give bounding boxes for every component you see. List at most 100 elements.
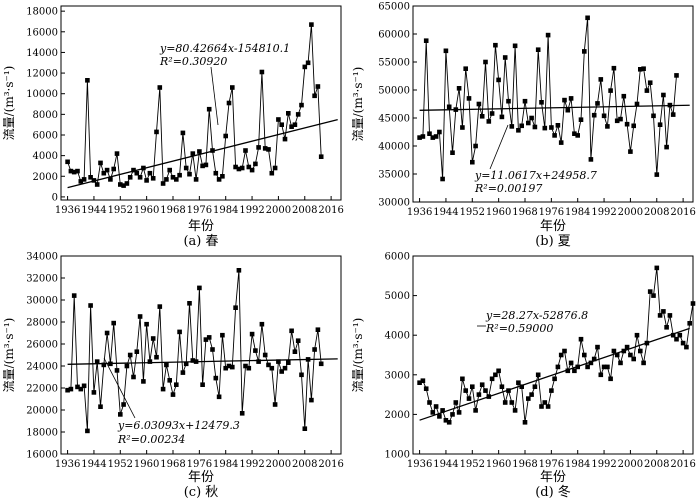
data-point <box>466 96 472 101</box>
data-point <box>489 376 495 382</box>
data-point <box>456 86 462 91</box>
x-axis-label: 年份 <box>540 219 566 234</box>
data-point <box>680 340 686 346</box>
y-tick-label: 8000 <box>33 110 58 121</box>
r-squared: R²=0.30920 <box>159 55 227 68</box>
data-point <box>289 124 294 129</box>
data-point <box>94 359 100 364</box>
data-point <box>299 102 304 108</box>
data-point <box>608 88 613 93</box>
data-point <box>282 136 288 142</box>
x-tick-label: 1952 <box>108 205 133 216</box>
data-point <box>226 100 232 106</box>
y-tick-label: 0 <box>52 192 58 203</box>
x-axis-label: 年份 <box>540 470 566 485</box>
data-point <box>223 365 228 371</box>
data-point <box>542 125 548 131</box>
data-point <box>197 149 202 154</box>
data-point <box>312 93 317 99</box>
data-point <box>631 123 636 129</box>
data-point <box>164 177 169 182</box>
y-tick-label: 30000 <box>378 198 410 209</box>
data-point <box>114 368 120 373</box>
data-point <box>591 112 597 118</box>
data-point <box>664 144 669 150</box>
data-point <box>118 182 123 187</box>
y-tick-label: 6000 <box>385 252 410 263</box>
data-point <box>601 113 607 119</box>
series-line <box>419 17 677 180</box>
y-tick-label: 35000 <box>378 170 410 181</box>
data-point <box>539 404 544 409</box>
trend-line <box>419 104 690 111</box>
data-point <box>276 359 281 364</box>
data-point <box>108 177 113 182</box>
data-point <box>94 182 100 187</box>
data-point <box>614 118 620 124</box>
data-point <box>549 125 554 130</box>
series-line <box>67 270 322 431</box>
data-point <box>68 386 74 392</box>
y-tick-label: 34000 <box>26 252 58 263</box>
data-point <box>443 48 449 54</box>
data-point <box>131 374 136 380</box>
data-point <box>433 404 439 409</box>
data-point <box>446 420 452 425</box>
data-point <box>177 329 182 335</box>
data-point <box>315 327 321 332</box>
data-point <box>213 170 219 176</box>
x-tick-label: 1944 <box>433 207 458 218</box>
data-point <box>216 177 222 182</box>
y-tick-label: 3000 <box>385 370 410 381</box>
data-point <box>605 124 610 129</box>
x-tick-label: 1952 <box>460 207 485 218</box>
data-point <box>647 80 653 85</box>
data-point <box>634 101 640 107</box>
data-point <box>476 392 482 397</box>
data-point <box>624 121 630 127</box>
data-point <box>253 348 258 353</box>
data-point <box>98 160 103 166</box>
data-point <box>233 164 238 170</box>
data-point <box>516 128 521 133</box>
data-point <box>595 101 600 106</box>
data-point <box>522 420 528 425</box>
data-point <box>450 150 455 155</box>
x-tick-label: 1992 <box>591 207 616 218</box>
data-point <box>614 352 620 358</box>
data-point <box>75 384 80 390</box>
trend-line <box>67 358 338 365</box>
trend-equation: y=6.03093x+12479.3 <box>117 419 240 432</box>
data-point <box>220 174 225 179</box>
data-point <box>456 410 462 415</box>
data-point <box>628 352 633 358</box>
annotation-leader-line <box>210 66 219 126</box>
trend-equation: y=80.42664x-154810.1 <box>159 42 290 55</box>
data-point <box>197 285 202 291</box>
data-point <box>206 106 212 112</box>
data-point <box>118 412 123 417</box>
data-point <box>111 320 116 326</box>
data-point <box>279 122 284 127</box>
x-tick-label: 1952 <box>460 459 485 470</box>
data-point <box>187 301 192 306</box>
data-point <box>588 157 594 162</box>
data-point <box>476 101 482 107</box>
data-point <box>233 305 238 310</box>
data-point <box>522 98 528 104</box>
y-axis-label: 流量/(m³·s⁻¹) <box>351 67 365 142</box>
x-tick-label: 1984 <box>213 205 238 216</box>
data-point <box>134 170 140 176</box>
y-tick-label: 18000 <box>26 428 58 439</box>
data-point <box>71 293 77 298</box>
data-point <box>85 78 90 83</box>
data-point <box>509 124 515 129</box>
data-point <box>88 303 93 308</box>
data-point <box>131 167 136 173</box>
data-point <box>78 179 84 184</box>
data-point <box>437 129 442 135</box>
trend-line <box>67 118 338 189</box>
data-point <box>147 170 153 176</box>
data-point <box>305 60 311 66</box>
y-axis-label: 流量/(m³·s⁻¹) <box>351 318 365 393</box>
